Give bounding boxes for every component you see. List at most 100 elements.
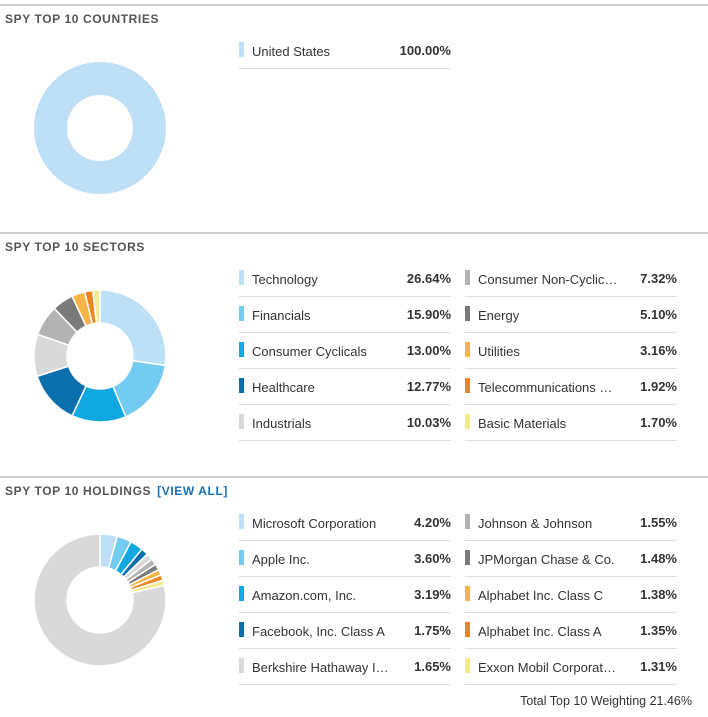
legend-label: Consumer Cyclicals: [252, 344, 367, 359]
legend-value: 10.03%: [406, 415, 451, 430]
countries-donut-chart: [34, 62, 166, 194]
legend-label: Consumer Non-Cyclicals: [478, 272, 618, 287]
legend-label: Healthcare: [252, 380, 315, 395]
legend-item: Facebook, Inc. Class A 1.75%: [239, 613, 451, 649]
legend-value: 1.31%: [640, 659, 677, 674]
legend-value: 3.16%: [640, 343, 677, 358]
legend-label: Exxon Mobil Corporation: [478, 660, 618, 675]
holdings-title-text: SPY Top 10 Holdings: [5, 484, 152, 498]
legend-value: 1.92%: [640, 379, 677, 394]
legend-label: Alphabet Inc. Class A: [478, 624, 602, 639]
legend-swatch: [465, 622, 470, 637]
legend-item: Energy 5.10%: [465, 297, 677, 333]
legend-swatch: [239, 306, 244, 321]
legend-item: Exxon Mobil Corporation 1.31%: [465, 649, 677, 685]
legend-item: Telecommunications Services 1.92%: [465, 369, 677, 405]
legend-value: 1.65%: [414, 659, 451, 674]
sectors-legend-right: Consumer Non-Cyclicals 7.32% Energy 5.10% Ut…: [465, 261, 677, 441]
legend-swatch: [465, 414, 470, 429]
legend-label: Financials: [252, 308, 311, 323]
legend-swatch: [239, 342, 244, 357]
legend-swatch: [465, 378, 470, 393]
legend-value: 100.00%: [399, 43, 451, 58]
donut-slice-other: [33, 533, 167, 667]
legend-swatch: [239, 514, 244, 529]
legend-swatch: [465, 550, 470, 565]
legend-value: 1.38%: [640, 587, 677, 602]
legend-item: Alphabet Inc. Class A 1.35%: [465, 613, 677, 649]
legend-label: Utilities: [478, 344, 520, 359]
legend-value: 12.77%: [406, 379, 451, 394]
legend-value: 5.10%: [640, 307, 677, 322]
sectors-title: SPY Top 10 Sectors: [5, 240, 145, 254]
holdings-legend-left: Microsoft Corporation 4.20% Apple Inc. 3.60…: [239, 505, 451, 685]
legend-swatch: [465, 514, 470, 529]
legend-item: Consumer Cyclicals 13.00%: [239, 333, 451, 369]
countries-legend: United States 100.00%: [239, 33, 451, 69]
legend-label: Berkshire Hathaway Inc. Class B: [252, 660, 392, 675]
legend-item: Amazon.com, Inc. 3.19%: [239, 577, 451, 613]
view-all-link[interactable]: [VIEW ALL]: [157, 484, 228, 498]
legend-swatch: [465, 658, 470, 673]
legend-label: Energy: [478, 308, 520, 323]
legend-value: 7.32%: [640, 271, 677, 286]
legend-value: 1.55%: [640, 515, 677, 530]
legend-label: Apple Inc.: [252, 552, 310, 567]
holdings-legend-right: Johnson & Johnson 1.55% JPMorgan Chase & C…: [465, 505, 677, 685]
total-value: 21.46%: [649, 694, 692, 708]
legend-value: 4.20%: [414, 515, 451, 530]
legend-label: Amazon.com, Inc.: [252, 588, 357, 603]
legend-label: Basic Materials: [478, 416, 567, 431]
legend-swatch: [239, 550, 244, 565]
legend-value: 1.48%: [640, 551, 677, 566]
donut-slice-basic-materials: [91, 289, 101, 325]
sectors-legend-left: Technology 26.64% Financials 15.90% Consumer…: [239, 261, 451, 441]
legend-value: 3.19%: [414, 587, 451, 602]
legend-value: 1.75%: [414, 623, 451, 638]
legend-swatch: [239, 586, 244, 601]
holdings-title: SPY Top 10 Holdings [VIEW ALL]: [5, 484, 228, 498]
legend-value: 3.60%: [414, 551, 451, 566]
legend-swatch: [239, 622, 244, 637]
legend-swatch: [465, 270, 470, 285]
legend-item: United States 100.00%: [239, 33, 451, 69]
countries-title: SPY Top 10 Countries: [5, 12, 160, 26]
total-label: Total Top 10 Weighting: [520, 694, 647, 708]
legend-value: 13.00%: [406, 343, 451, 358]
section-divider-holdings: [0, 476, 708, 478]
legend-item: JPMorgan Chase & Co. 1.48%: [465, 541, 677, 577]
legend-label: Microsoft Corporation: [252, 516, 377, 531]
legend-label: Alphabet Inc. Class C: [478, 588, 604, 603]
legend-swatch: [239, 658, 244, 673]
legend-item: Basic Materials 1.70%: [465, 405, 677, 441]
legend-value: 26.64%: [406, 271, 451, 286]
legend-label: JPMorgan Chase & Co.: [478, 552, 615, 567]
donut-slice-technology: [99, 289, 167, 367]
legend-item: Consumer Non-Cyclicals 7.32%: [465, 261, 677, 297]
legend-label: Facebook, Inc. Class A: [252, 624, 385, 639]
legend-swatch: [465, 306, 470, 321]
legend-item: Financials 15.90%: [239, 297, 451, 333]
legend-swatch: [465, 586, 470, 601]
legend-label: Johnson & Johnson: [478, 516, 593, 531]
section-divider-countries: [0, 4, 708, 6]
legend-item: Technology 26.64%: [239, 261, 451, 297]
holdings-donut-chart: [33, 533, 167, 667]
legend-value: 1.35%: [640, 623, 677, 638]
legend-item: Johnson & Johnson 1.55%: [465, 505, 677, 541]
legend-value: 15.90%: [406, 307, 451, 322]
total-weighting: Total Top 10 Weighting 21.46%: [520, 694, 692, 708]
legend-swatch: [239, 414, 244, 429]
legend-item: Berkshire Hathaway Inc. Class B 1.65%: [239, 649, 451, 685]
donut-slice-united-states: [34, 62, 166, 194]
legend-swatch: [465, 342, 470, 357]
legend-swatch: [239, 42, 244, 57]
legend-swatch: [239, 378, 244, 393]
section-divider-sectors: [0, 232, 708, 234]
legend-item: Utilities 3.16%: [465, 333, 677, 369]
legend-item: Microsoft Corporation 4.20%: [239, 505, 451, 541]
legend-label: Industrials: [252, 416, 312, 431]
legend-item: Healthcare 12.77%: [239, 369, 451, 405]
legend-label: United States: [252, 44, 331, 59]
legend-item: Industrials 10.03%: [239, 405, 451, 441]
